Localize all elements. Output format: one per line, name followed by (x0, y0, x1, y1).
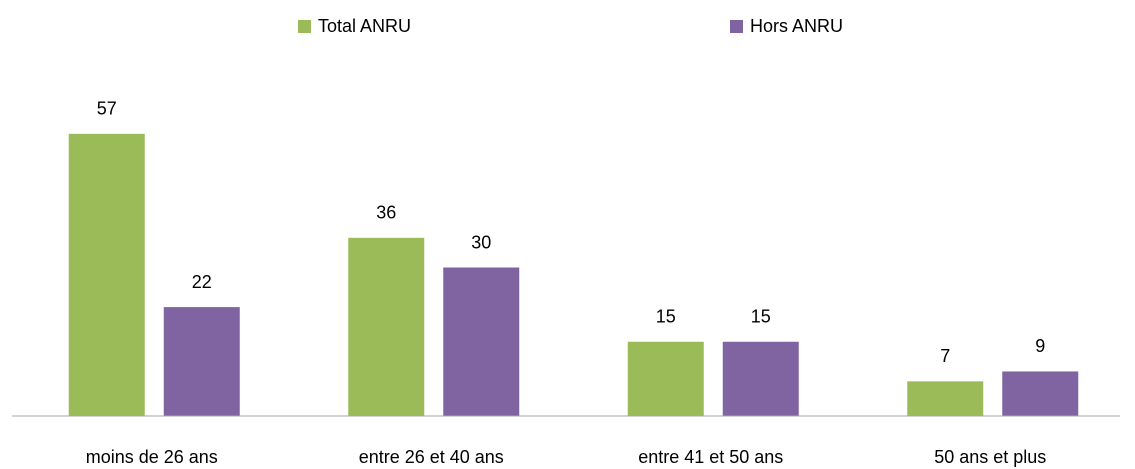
x-tick-label: moins de 26 ans (86, 447, 218, 467)
bar (443, 267, 520, 416)
legend-label: Hors ANRU (750, 16, 843, 36)
data-label: 9 (1035, 336, 1045, 356)
x-tick-label: entre 41 et 50 ans (638, 447, 783, 467)
legend-label: Total ANRU (318, 16, 411, 36)
legend-swatch (298, 20, 311, 33)
legend-swatch (730, 20, 743, 33)
data-label: 36 (376, 203, 396, 223)
data-label: 22 (192, 272, 212, 292)
data-label: 57 (97, 99, 117, 119)
bar (68, 133, 145, 416)
data-label: 30 (471, 232, 491, 252)
bar (722, 341, 799, 416)
bar (348, 237, 425, 416)
bar (163, 307, 240, 416)
data-label: 15 (656, 307, 676, 327)
data-label: 7 (940, 346, 950, 366)
bar (627, 341, 704, 416)
bar (907, 381, 984, 416)
x-tick-label: entre 26 et 40 ans (359, 447, 504, 467)
x-tick-label: 50 ans et plus (934, 447, 1046, 467)
bar (1002, 371, 1079, 416)
data-label: 15 (751, 307, 771, 327)
